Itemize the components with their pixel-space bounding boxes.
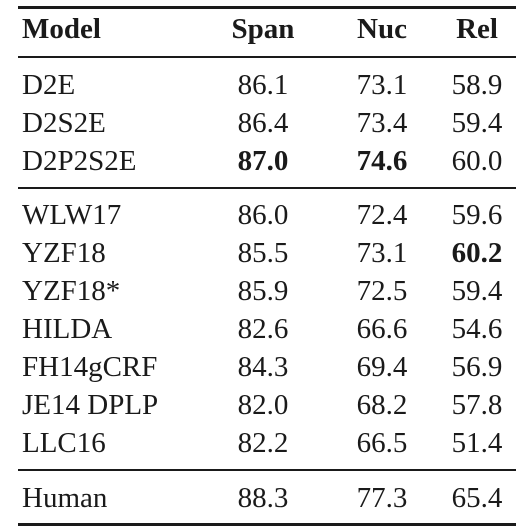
cell-rel: 57.8	[451, 389, 503, 421]
table-row: WLW17 86.0 72.4 59.6	[18, 196, 516, 234]
cell-span-best: 87.0	[237, 145, 289, 177]
table-row: JE14 DPLP 82.0 68.2 57.8	[18, 386, 516, 424]
cell-span: 82.0	[237, 389, 289, 421]
cell-model: YZF18*	[22, 275, 121, 307]
cell-span: 85.5	[237, 237, 289, 269]
header-row: Model Span Nuc Rel	[18, 10, 516, 48]
cell-rel: 60.0	[451, 145, 503, 177]
cell-nuc: 68.2	[356, 389, 408, 421]
cell-nuc: 66.6	[356, 313, 408, 345]
cell-model: D2E	[22, 69, 76, 101]
header-model: Model	[22, 13, 101, 45]
cell-rel: 58.9	[451, 69, 503, 101]
cell-model: D2P2S2E	[22, 145, 137, 177]
cell-rel: 59.4	[451, 275, 503, 307]
cell-nuc: 73.4	[356, 107, 408, 139]
cell-rel: 54.6	[451, 313, 503, 345]
group-rule	[18, 187, 516, 189]
cell-nuc: 72.5	[356, 275, 408, 307]
header-span: Span	[231, 13, 295, 45]
header-nuc: Nuc	[357, 13, 407, 45]
bottom-rule	[18, 523, 516, 526]
cell-span: 86.1	[237, 69, 289, 101]
cell-rel: 65.4	[451, 482, 503, 514]
cell-rel-best: 60.2	[451, 237, 503, 269]
cell-model: YZF18	[22, 237, 106, 269]
cell-rel: 51.4	[451, 427, 503, 459]
table-row: Human 88.3 77.3 65.4	[18, 479, 516, 517]
cell-nuc: 69.4	[356, 351, 408, 383]
cell-span: 86.0	[237, 199, 289, 231]
cell-span: 82.6	[237, 313, 289, 345]
cell-rel: 56.9	[451, 351, 503, 383]
table-row: D2P2S2E 87.0 74.6 60.0	[18, 142, 516, 180]
table-row: FH14gCRF 84.3 69.4 56.9	[18, 348, 516, 386]
cell-model: JE14 DPLP	[22, 389, 159, 421]
cell-span: 85.9	[237, 275, 289, 307]
cell-nuc: 66.5	[356, 427, 408, 459]
cell-model: HILDA	[22, 313, 113, 345]
cell-span: 86.4	[237, 107, 289, 139]
cell-nuc: 72.4	[356, 199, 408, 231]
group-rule	[18, 469, 516, 471]
cell-nuc-best: 74.6	[356, 145, 408, 177]
table-row: D2E 86.1 73.1 58.9	[18, 66, 516, 104]
top-rule	[18, 6, 516, 9]
cell-span: 84.3	[237, 351, 289, 383]
cell-model: Human	[22, 482, 108, 514]
table-row: YZF18* 85.9 72.5 59.4	[18, 272, 516, 310]
cell-nuc: 77.3	[356, 482, 408, 514]
cell-nuc: 73.1	[356, 237, 408, 269]
cell-span: 88.3	[237, 482, 289, 514]
table-row: LLC16 82.2 66.5 51.4	[18, 424, 516, 462]
cell-span: 82.2	[237, 427, 289, 459]
cell-rel: 59.6	[451, 199, 503, 231]
cell-model: D2S2E	[22, 107, 106, 139]
cell-model: FH14gCRF	[22, 351, 158, 383]
table-row: HILDA 82.6 66.6 54.6	[18, 310, 516, 348]
cell-model: WLW17	[22, 199, 122, 231]
header-rel: Rel	[456, 13, 498, 45]
cell-nuc: 73.1	[356, 69, 408, 101]
cell-rel: 59.4	[451, 107, 503, 139]
header-rule	[18, 56, 516, 58]
cell-model: LLC16	[22, 427, 106, 459]
table-row: D2S2E 86.4 73.4 59.4	[18, 104, 516, 142]
table-row: YZF18 85.5 73.1 60.2	[18, 234, 516, 272]
